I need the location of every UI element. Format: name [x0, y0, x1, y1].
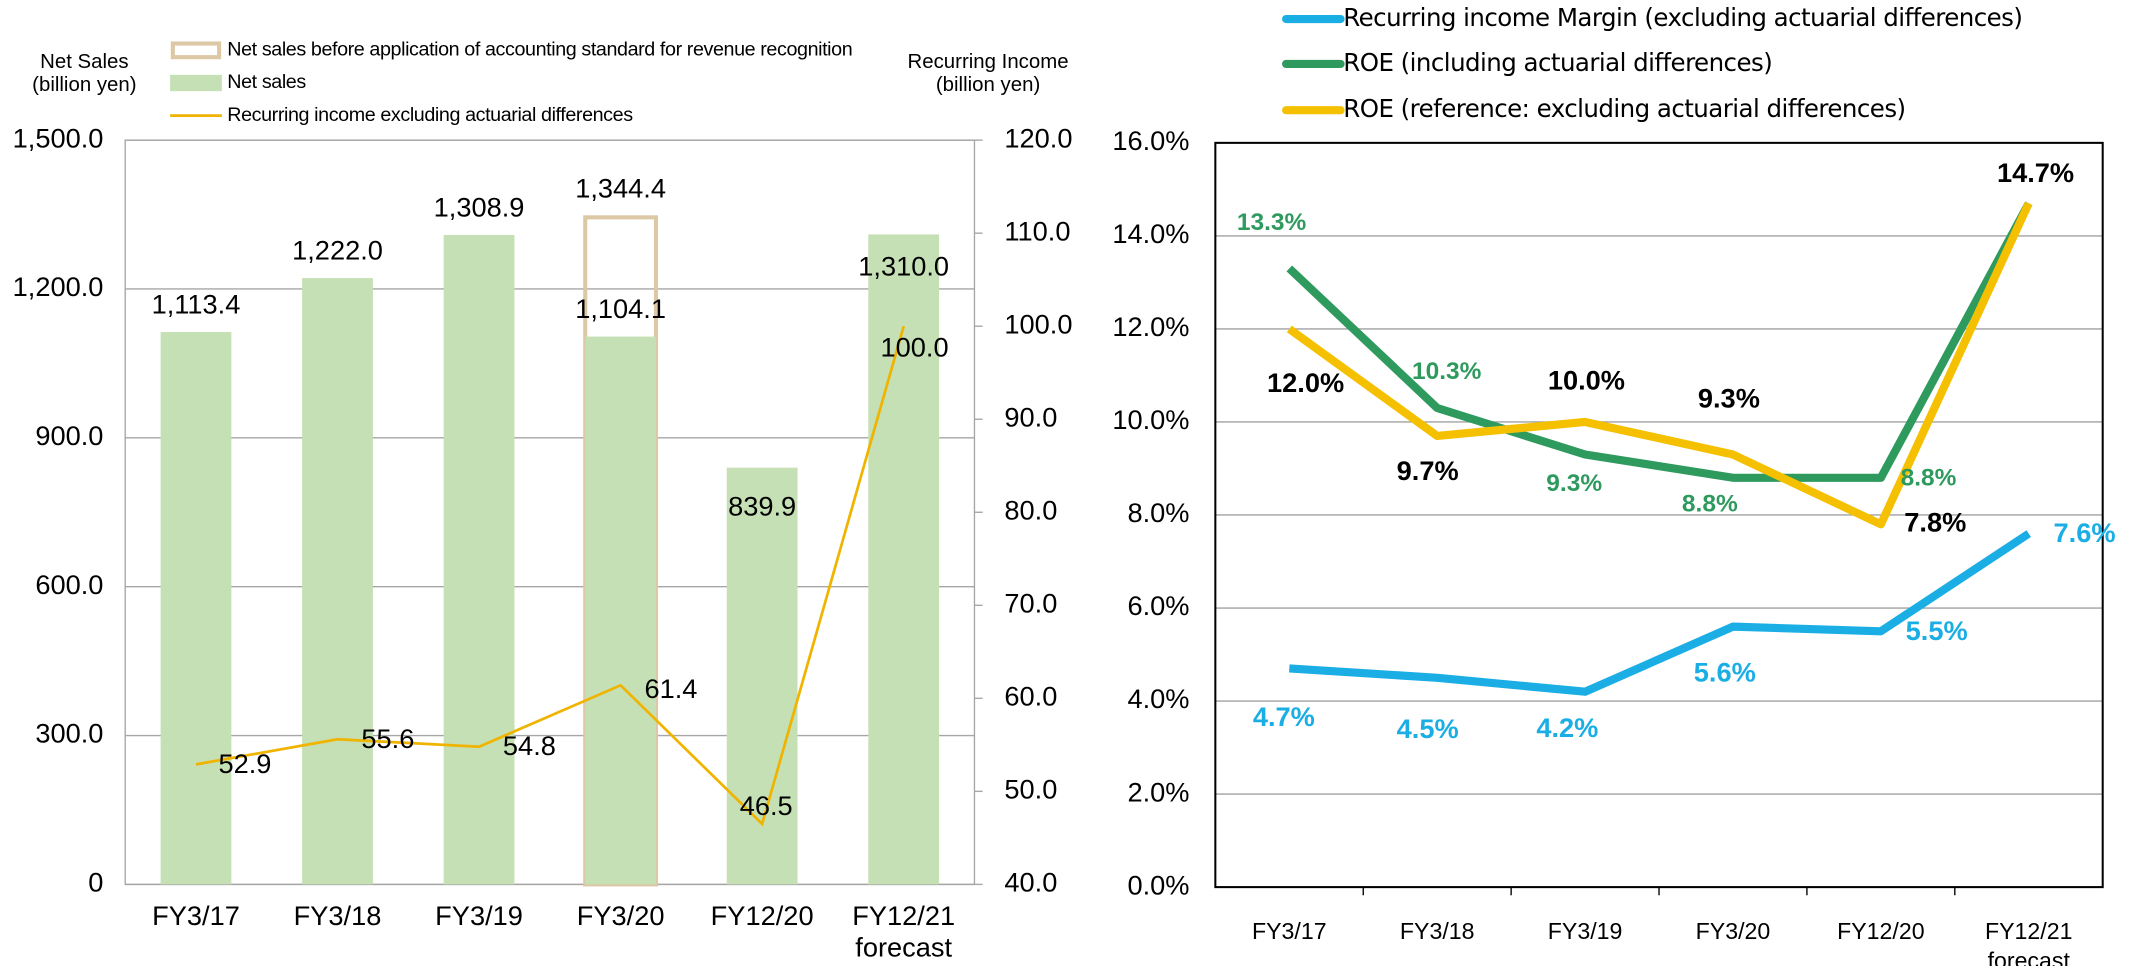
- y2-tick-label: 120.0: [1004, 122, 1072, 153]
- x-tick-label: FY3/17: [1251, 918, 1327, 945]
- y-tick-label: 2.0%: [1127, 776, 1189, 807]
- y-tick-label: 0.0%: [1127, 869, 1189, 900]
- data-label: 61.4: [644, 673, 697, 704]
- y2-tick-label: 90.0: [1004, 401, 1057, 432]
- y2-tick-label: 80.0: [1004, 494, 1057, 525]
- y2-tick-label: 110.0: [1004, 215, 1070, 246]
- x-tick-label: FY3/20: [1695, 918, 1771, 945]
- y-tick-label: 14.0%: [1112, 218, 1189, 249]
- x-tick-label: FY3/19: [1547, 918, 1623, 945]
- y-tick-label: 10.0%: [1112, 404, 1189, 435]
- y2-tick-label: 50.0: [1004, 774, 1057, 805]
- bar: [302, 278, 373, 885]
- legend-label: Net sales before application of accounti…: [227, 39, 852, 61]
- data-label: 4.2%: [1536, 712, 1598, 743]
- x-tick-label: FY12/21 forecast: [852, 902, 956, 964]
- data-label: 13.3%: [1237, 209, 1307, 236]
- x-tick-label: FY3/18: [1399, 918, 1475, 945]
- data-label: 1,344.4: [575, 172, 666, 203]
- bar: [585, 336, 656, 885]
- x-tick-label: FY3/19: [435, 902, 523, 933]
- data-label: 9.7%: [1397, 455, 1459, 486]
- plot-border: [124, 139, 976, 886]
- data-label: 7.8%: [1904, 506, 1966, 537]
- data-label: 9.3%: [1698, 382, 1760, 413]
- x-tick-label: FY3/18: [293, 902, 382, 933]
- data-label: 12.0%: [1267, 367, 1344, 398]
- data-label: 55.6: [361, 723, 414, 754]
- legend-label: Recurring income excluding actuarial dif…: [227, 104, 633, 126]
- y-tick-label: 300.0: [35, 718, 103, 749]
- legend-label: Net sales: [227, 71, 306, 93]
- data-label: 100.0: [881, 332, 949, 363]
- legend-swatch: [170, 41, 222, 60]
- line: [1286, 201, 2033, 529]
- x-tick-label: FY12/20: [710, 902, 814, 933]
- bar: [443, 234, 515, 885]
- bar: [160, 331, 232, 885]
- data-label: 5.6%: [1694, 656, 1756, 687]
- x-tick-label: FY3/17: [152, 902, 240, 933]
- data-label: 1,222.0: [292, 234, 383, 265]
- y-tick-label: 1,500.0: [13, 122, 104, 153]
- data-label: 8.8%: [1901, 465, 1957, 492]
- x-tick-label: FY12/21 forecast: [1984, 918, 2073, 966]
- x-tick-label: FY12/20: [1837, 918, 1925, 945]
- y2-tick-label: 70.0: [1004, 587, 1057, 618]
- y-tick-label: 600.0: [35, 569, 103, 600]
- legend-label: ROE (reference: excluding actuarial diff…: [1343, 94, 1905, 123]
- y-axis-title: Net Sales (billion yen): [32, 50, 137, 96]
- legend-label: Recurring income Margin (excluding actua…: [1343, 3, 2022, 32]
- data-label: 9.3%: [1546, 470, 1602, 497]
- data-label: 1,310.0: [858, 251, 949, 282]
- data-label: 4.7%: [1253, 701, 1315, 732]
- x-tick-label: FY3/20: [576, 902, 665, 933]
- y-tick-label: 900.0: [35, 420, 103, 451]
- y-tick-label: 4.0%: [1127, 683, 1189, 714]
- data-label: 14.7%: [1997, 157, 2074, 188]
- data-label: 4.5%: [1397, 713, 1459, 744]
- data-label: 46.5: [740, 790, 793, 821]
- data-label: 7.6%: [2054, 517, 2116, 548]
- data-label: 5.5%: [1906, 615, 1968, 646]
- y2-axis-title: Recurring Income (billion yen): [907, 50, 1069, 96]
- data-label: 1,113.4: [152, 288, 241, 319]
- data-label: 8.8%: [1682, 490, 1738, 517]
- data-label: 10.0%: [1548, 365, 1625, 396]
- legend-swatch: [170, 74, 222, 92]
- y2-tick-label: 40.0: [1004, 867, 1057, 898]
- data-label: 1,308.9: [434, 191, 525, 222]
- data-label: 839.9: [728, 491, 796, 522]
- y-tick-label: 0: [88, 867, 103, 898]
- y-tick-label: 6.0%: [1127, 590, 1189, 621]
- line: [1286, 201, 2033, 482]
- y-tick-label: 16.0%: [1112, 125, 1189, 156]
- bar: [868, 234, 940, 885]
- y-tick-label: 8.0%: [1127, 497, 1189, 528]
- bar: [726, 467, 798, 885]
- y-tick-label: 1,200.0: [13, 271, 104, 302]
- data-label: 10.3%: [1412, 358, 1482, 385]
- data-label: 1,104.1: [575, 293, 666, 324]
- line: [195, 325, 905, 827]
- line: [1289, 530, 2032, 696]
- legend-label: ROE (including actuarial differences): [1343, 48, 1772, 77]
- y2-tick-label: 100.0: [1004, 308, 1072, 339]
- data-label: 52.9: [218, 748, 271, 779]
- y2-tick-label: 60.0: [1004, 681, 1057, 712]
- y-tick-label: 12.0%: [1112, 311, 1189, 342]
- data-label: 54.8: [503, 730, 556, 761]
